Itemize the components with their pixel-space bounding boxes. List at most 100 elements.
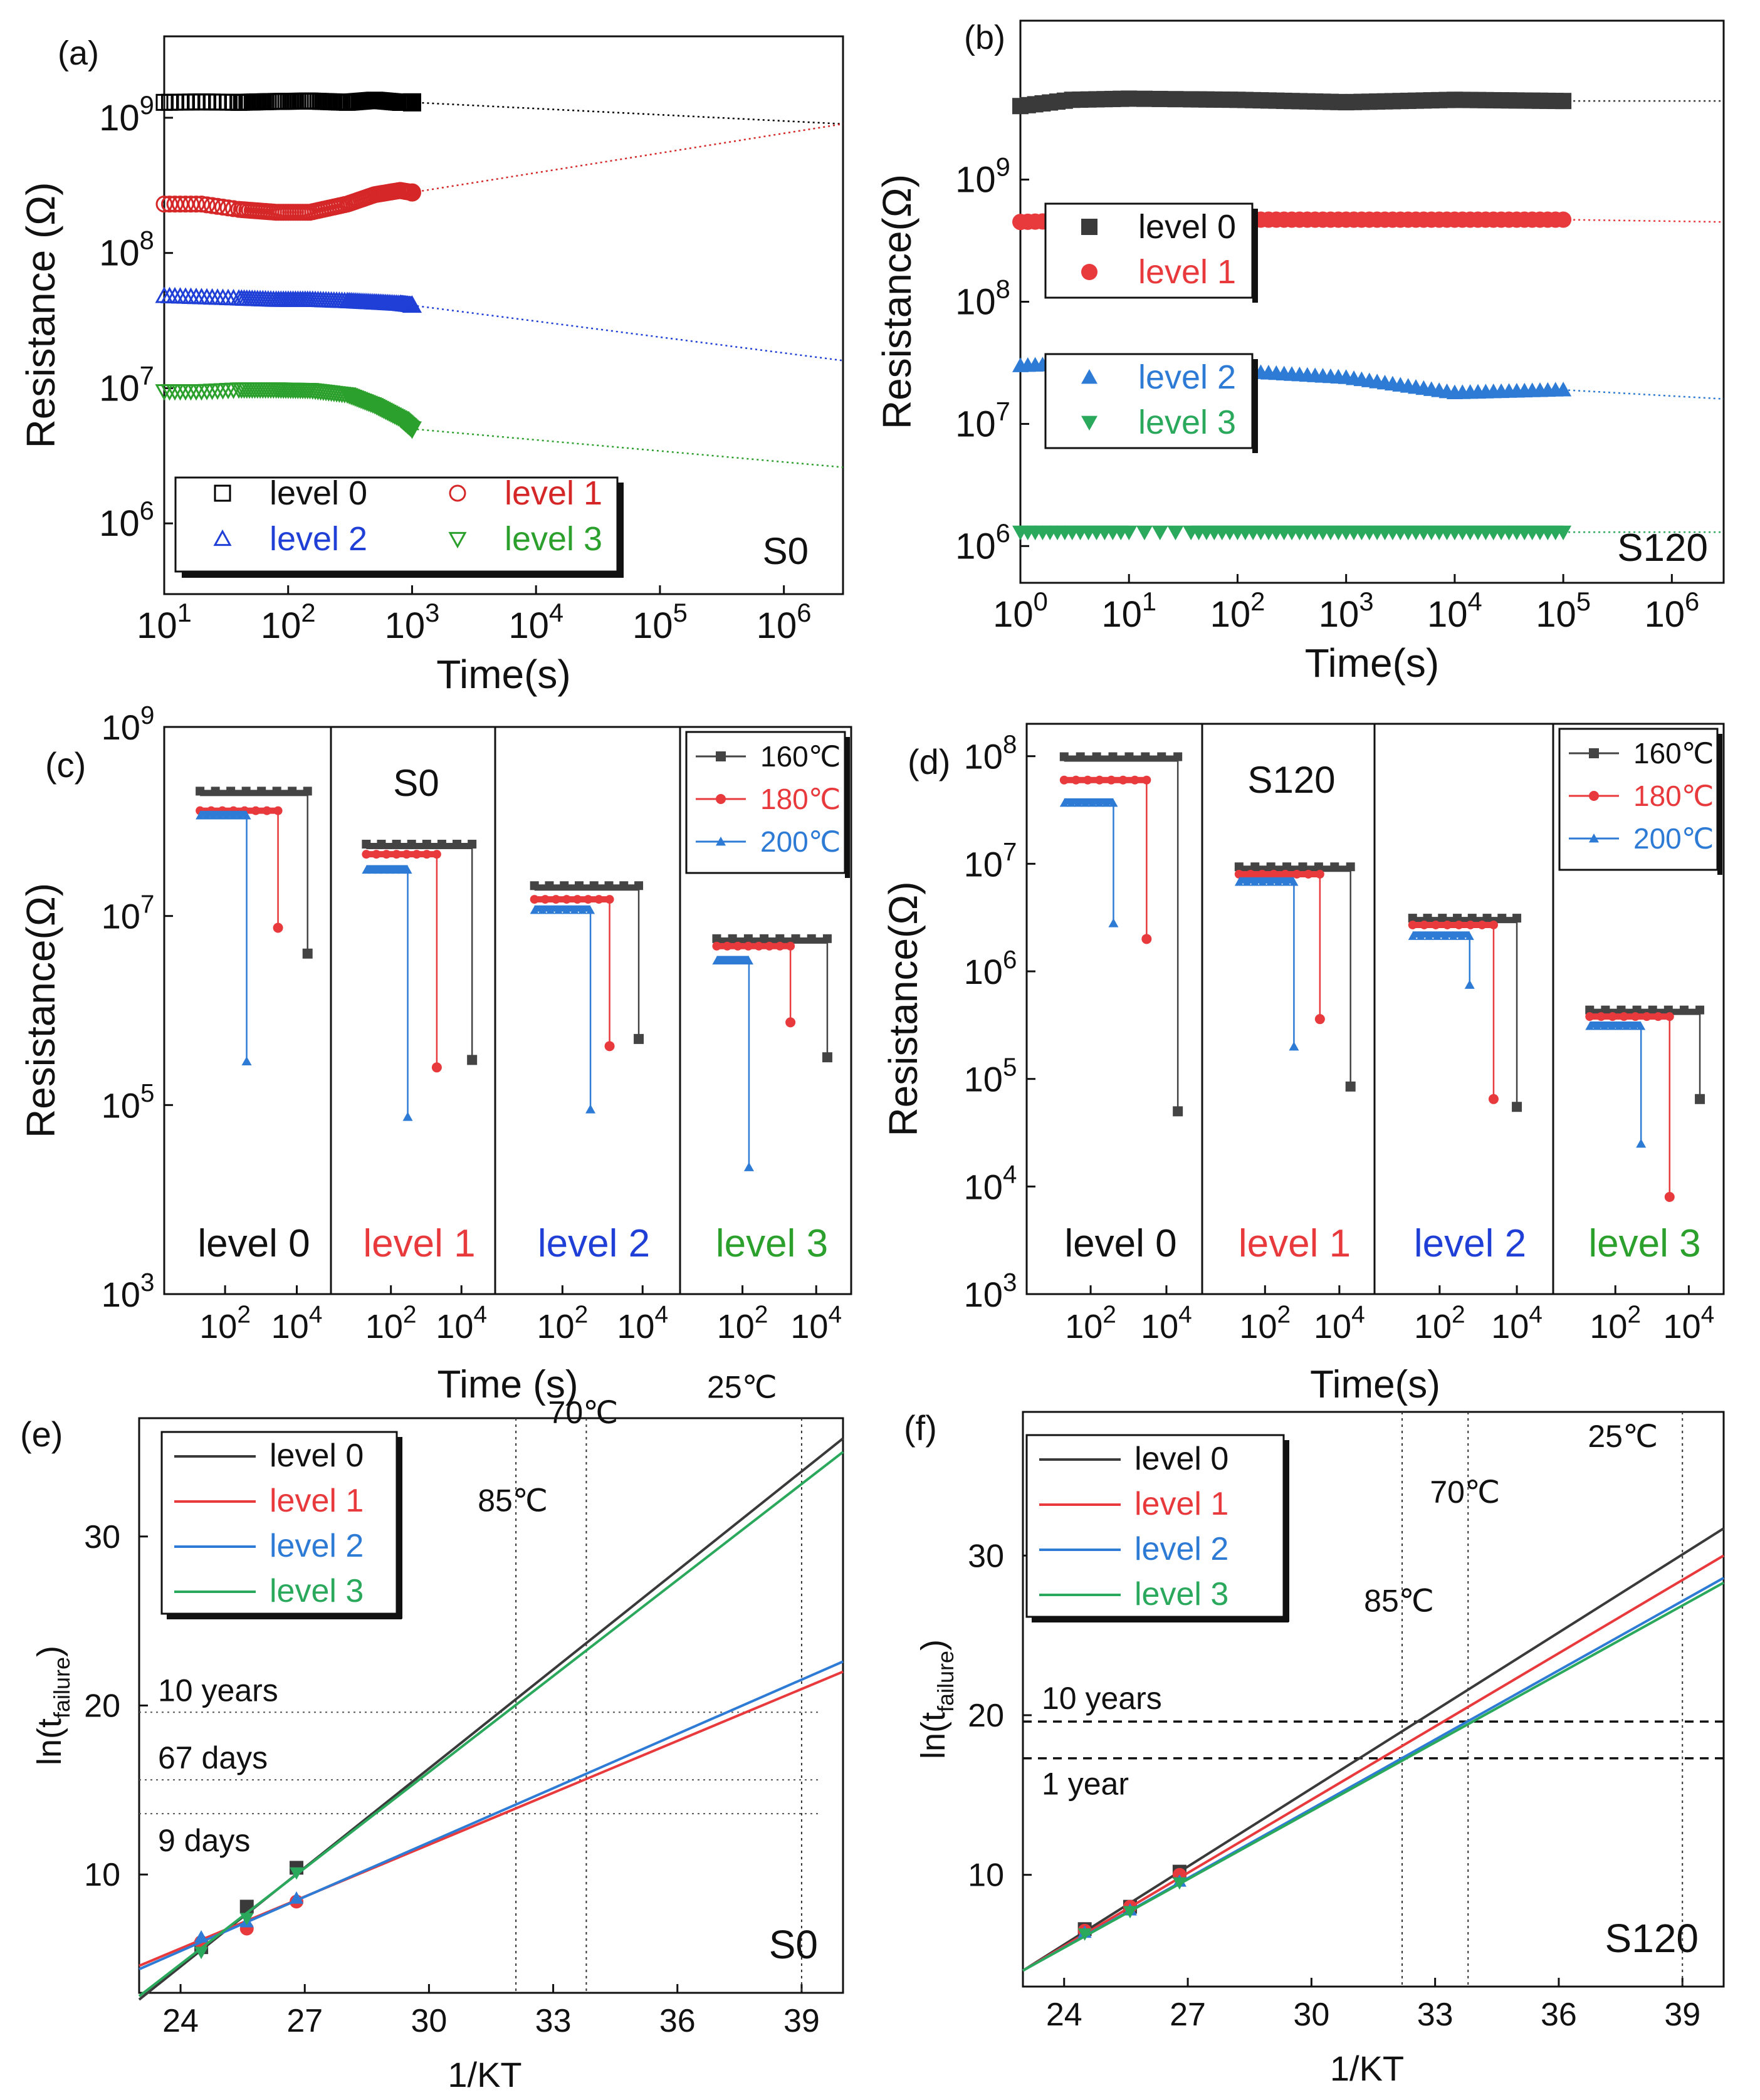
x-tick-label: 104 bbox=[1314, 1302, 1365, 1345]
failure-point bbox=[785, 1017, 796, 1028]
failure-point bbox=[1141, 934, 1152, 944]
legend-label: level 0 bbox=[1134, 1441, 1228, 1477]
x-tick-label: 27 bbox=[286, 2003, 323, 2039]
data-point bbox=[1482, 914, 1492, 923]
data-point bbox=[272, 786, 281, 796]
x-tick-label: 100 bbox=[993, 587, 1048, 635]
data-point bbox=[177, 196, 194, 213]
x-tick-label: 102 bbox=[717, 1302, 768, 1345]
data-point bbox=[182, 93, 200, 111]
legend-box bbox=[1044, 202, 1254, 299]
sample-label: S120 bbox=[1617, 526, 1708, 570]
data-point bbox=[728, 934, 737, 943]
data-point bbox=[198, 93, 216, 111]
data-point bbox=[530, 895, 539, 904]
data-point bbox=[1059, 798, 1069, 807]
data-point bbox=[538, 906, 547, 914]
y-tick-label: 106 bbox=[964, 945, 1017, 991]
data-point bbox=[791, 934, 800, 943]
legend-marker bbox=[449, 484, 466, 502]
legend-label: level 1 bbox=[505, 474, 602, 512]
fit-level-3 bbox=[1022, 1581, 1724, 1972]
y-tick-label: 109 bbox=[955, 152, 1010, 200]
subpanel-level-2: 102 104 level 2 bbox=[530, 881, 668, 1345]
legend-label: level 2 bbox=[1134, 1531, 1228, 1567]
sample-label: S0 bbox=[769, 1922, 818, 1967]
data-point bbox=[1095, 775, 1104, 785]
legend-shadow bbox=[1252, 359, 1258, 453]
failure-point bbox=[743, 1162, 754, 1171]
data-point bbox=[1608, 1012, 1617, 1021]
data-point bbox=[1408, 914, 1417, 923]
data-point bbox=[379, 865, 389, 874]
x-axis-label: Time(s) bbox=[1305, 640, 1439, 686]
data-point bbox=[619, 881, 629, 891]
panel-5: 24 27 30 33 36 39 10 20 30 85℃ 70℃ 25℃ 10 years 1 yea… bbox=[904, 1408, 1725, 2088]
panel-label: (e) bbox=[20, 1414, 63, 1454]
legend-marker bbox=[1589, 748, 1599, 758]
data-point bbox=[1695, 1005, 1705, 1015]
data-point bbox=[219, 199, 237, 217]
data-point bbox=[226, 786, 236, 796]
x-tick-label: 101 bbox=[137, 598, 192, 646]
failure-point bbox=[273, 922, 283, 933]
data-point bbox=[214, 93, 232, 111]
data-point bbox=[1632, 1005, 1642, 1015]
legend-marker bbox=[213, 529, 232, 546]
plot-frame bbox=[163, 35, 844, 595]
temperature-label: 70℃ bbox=[548, 1395, 619, 1430]
x-tick-label: 104 bbox=[617, 1302, 668, 1345]
plot-frame bbox=[163, 726, 852, 1295]
legend-label: 180℃ bbox=[760, 783, 841, 815]
legend-shadow bbox=[167, 1614, 402, 1619]
data-point bbox=[1653, 1012, 1663, 1021]
legend-label: level 1 bbox=[1134, 1486, 1228, 1522]
y-tick-label: 103 bbox=[102, 1268, 155, 1314]
data-point bbox=[1585, 1021, 1595, 1030]
x-tick-label: 102 bbox=[1210, 587, 1265, 635]
data-point bbox=[1074, 798, 1083, 807]
data-point bbox=[251, 806, 261, 815]
y-tick-label: 107 bbox=[955, 396, 1010, 444]
data-point bbox=[1298, 862, 1307, 872]
data-point bbox=[1234, 869, 1244, 879]
y-axis-label: Resistance (Ω) bbox=[18, 182, 63, 449]
failure-point bbox=[1636, 1139, 1647, 1148]
data-point bbox=[1076, 752, 1085, 761]
x-tick-label: 104 bbox=[1663, 1302, 1715, 1345]
data-point bbox=[1423, 914, 1432, 923]
data-point bbox=[723, 941, 732, 951]
x-axis-label: 1/KT bbox=[1330, 2049, 1404, 2088]
series-level-1 bbox=[155, 123, 844, 221]
x-tick-label: 105 bbox=[1536, 587, 1591, 635]
data-point bbox=[1314, 862, 1323, 872]
y-tick-label: 108 bbox=[99, 226, 154, 274]
x-tick-label: 104 bbox=[1427, 587, 1482, 635]
extrapolation-line bbox=[1563, 219, 1724, 223]
data-point bbox=[1432, 932, 1442, 940]
sample-label: S0 bbox=[763, 530, 809, 572]
data-point bbox=[1642, 1012, 1652, 1021]
data-point bbox=[1172, 1877, 1186, 1890]
panel-label: (d) bbox=[908, 742, 950, 781]
x-axis-label: 1/KT bbox=[448, 2055, 521, 2094]
legend-marker bbox=[1081, 369, 1097, 384]
data-point bbox=[1440, 932, 1450, 940]
fit-line bbox=[138, 1451, 844, 1997]
data-point bbox=[193, 196, 211, 213]
data-point bbox=[374, 865, 383, 874]
failure-point bbox=[1664, 1191, 1675, 1202]
data-point bbox=[290, 1867, 304, 1880]
data-point bbox=[204, 197, 221, 214]
data-point bbox=[1600, 1021, 1609, 1030]
data-point bbox=[257, 786, 266, 796]
panel-0: 101 102 103 104 105 106 106 107 108 109(a) Time(s)… bbox=[18, 34, 844, 697]
data-point bbox=[573, 895, 582, 904]
data-point bbox=[166, 93, 184, 111]
level-label: level 0 bbox=[197, 1222, 310, 1265]
failure-point bbox=[1488, 1094, 1499, 1104]
data-point bbox=[1257, 869, 1267, 879]
data-point bbox=[367, 865, 377, 874]
y-tick-label: 108 bbox=[964, 729, 1017, 776]
legend-label: level 2 bbox=[270, 520, 367, 558]
